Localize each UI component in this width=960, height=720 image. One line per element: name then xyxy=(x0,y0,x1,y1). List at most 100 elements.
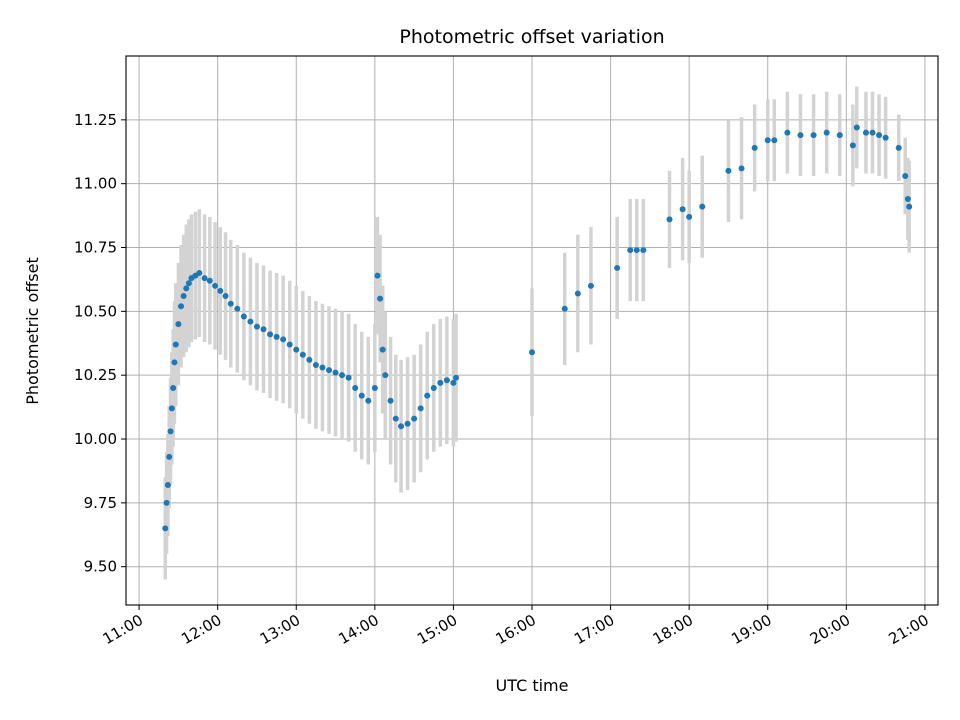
data-point xyxy=(247,318,254,325)
data-point xyxy=(614,264,621,271)
x-tick-label: 18:00 xyxy=(650,611,696,648)
data-point xyxy=(387,397,394,404)
data-point xyxy=(352,384,359,391)
y-tick-label: 10.50 xyxy=(74,302,117,320)
x-axis-label: UTC time xyxy=(496,676,569,695)
data-point xyxy=(185,280,192,287)
data-point xyxy=(345,374,352,381)
data-point xyxy=(222,293,229,300)
data-point xyxy=(260,326,267,333)
data-point xyxy=(529,349,535,356)
data-point xyxy=(904,195,911,202)
data-point xyxy=(751,144,758,151)
data-point xyxy=(764,137,771,144)
data-point xyxy=(382,372,389,379)
x-tick-label: 16:00 xyxy=(493,611,539,648)
data-point xyxy=(869,129,876,136)
data-point xyxy=(398,423,405,430)
data-point xyxy=(326,367,332,374)
data-point xyxy=(392,415,399,422)
data-point xyxy=(267,331,274,338)
data-point xyxy=(627,247,634,254)
data-point xyxy=(339,372,346,379)
grid xyxy=(126,56,938,605)
data-point xyxy=(686,213,693,220)
data-point xyxy=(666,216,673,223)
data-point xyxy=(306,356,313,363)
data-point xyxy=(178,303,185,310)
data-point xyxy=(164,481,171,488)
x-axis-ticks: 11:00 12:00 13:00 14:00 15:00 16:00 17:00 18:00… xyxy=(100,605,932,648)
data-point xyxy=(180,293,187,300)
data-point xyxy=(365,397,372,404)
data-point xyxy=(417,405,424,412)
data-point xyxy=(849,142,856,149)
y-tick-label: 11.00 xyxy=(74,175,117,193)
data-point xyxy=(902,173,909,180)
y-tick-label: 11.25 xyxy=(74,111,117,129)
data-point xyxy=(453,374,460,381)
data-point xyxy=(771,137,778,144)
x-tick-label: 15:00 xyxy=(414,611,460,648)
data-point xyxy=(166,453,173,460)
data-point xyxy=(253,323,260,330)
data-point xyxy=(171,359,178,366)
data-point xyxy=(738,165,745,172)
data-point xyxy=(371,384,378,391)
y-tick-label: 10.00 xyxy=(74,430,117,448)
data-point xyxy=(312,361,319,368)
data-point xyxy=(183,285,190,292)
data-point xyxy=(196,270,203,277)
x-tick-label: 20:00 xyxy=(807,611,853,648)
data-point xyxy=(906,203,913,210)
data-point xyxy=(206,277,213,284)
data-point xyxy=(201,275,208,282)
data-point xyxy=(404,420,411,427)
data-point xyxy=(561,305,568,312)
data-point xyxy=(587,282,594,289)
data-point xyxy=(172,341,179,348)
y-tick-label: 9.75 xyxy=(84,494,117,512)
data-point xyxy=(443,377,450,384)
data-point xyxy=(170,384,177,391)
data-point xyxy=(319,364,326,371)
error-bars xyxy=(163,86,911,580)
data-point xyxy=(332,369,339,376)
x-tick-label: 13:00 xyxy=(257,611,303,648)
data-point xyxy=(273,333,280,340)
data-point xyxy=(430,384,437,391)
data-point xyxy=(234,305,241,312)
data-point xyxy=(876,132,883,139)
y-axis-label: Photometric offset xyxy=(23,257,42,405)
data-point xyxy=(725,167,732,174)
data-point xyxy=(679,206,686,213)
data-point xyxy=(168,405,175,412)
data-point xyxy=(217,287,224,294)
data-point xyxy=(574,290,581,297)
data-point xyxy=(293,346,300,353)
x-tick-label: 19:00 xyxy=(728,611,774,648)
data-point xyxy=(286,341,293,348)
data-point xyxy=(162,525,169,532)
data-point xyxy=(895,144,902,151)
data-point xyxy=(280,336,287,343)
data-point xyxy=(823,129,830,136)
x-tick-label: 21:00 xyxy=(885,611,931,648)
data-point xyxy=(784,129,791,136)
data-point xyxy=(424,392,431,399)
data-point xyxy=(163,499,170,506)
x-tick-label: 17:00 xyxy=(571,611,617,648)
data-point xyxy=(437,379,444,386)
data-point xyxy=(167,428,174,435)
y-tick-label: 10.75 xyxy=(74,239,117,257)
chart-title: Photometric offset variation xyxy=(399,26,664,48)
data-point xyxy=(299,351,306,358)
y-tick-label: 10.25 xyxy=(74,366,117,384)
x-tick-label: 14:00 xyxy=(335,611,381,648)
data-point xyxy=(810,132,817,139)
x-tick-label: 12:00 xyxy=(178,611,224,648)
data-point xyxy=(240,313,247,320)
y-tick-label: 9.50 xyxy=(84,558,117,576)
data-point xyxy=(640,247,647,254)
